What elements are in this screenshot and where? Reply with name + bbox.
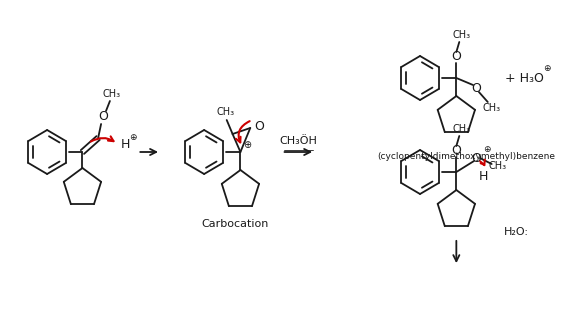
Text: CH₃ÖH: CH₃ÖH — [279, 136, 317, 146]
Text: CH₃: CH₃ — [483, 103, 501, 113]
Text: H₂O:: H₂O: — [503, 227, 528, 237]
Text: CH₃: CH₃ — [452, 30, 471, 40]
Text: (cyclopentyldimethoxymethyl)benzene: (cyclopentyldimethoxymethyl)benzene — [377, 151, 555, 161]
Text: O: O — [98, 109, 108, 123]
Text: H: H — [121, 138, 130, 150]
Text: ⊕: ⊕ — [244, 140, 252, 150]
Text: CH₃: CH₃ — [103, 89, 121, 99]
Text: H: H — [479, 170, 488, 182]
Text: ⊕: ⊕ — [130, 133, 137, 142]
Text: O: O — [471, 151, 481, 164]
Text: CH₃: CH₃ — [488, 161, 507, 171]
Text: O: O — [452, 50, 461, 62]
Text: CH₃: CH₃ — [452, 124, 471, 134]
Text: O: O — [471, 82, 481, 94]
Text: ⊕: ⊕ — [543, 64, 550, 73]
Text: ⊕: ⊕ — [483, 145, 490, 154]
Text: Carbocation: Carbocation — [202, 219, 269, 229]
Text: O: O — [254, 119, 264, 132]
Text: CH₃: CH₃ — [217, 107, 235, 117]
Text: + H₃O: + H₃O — [505, 71, 544, 84]
Text: O: O — [452, 143, 461, 156]
